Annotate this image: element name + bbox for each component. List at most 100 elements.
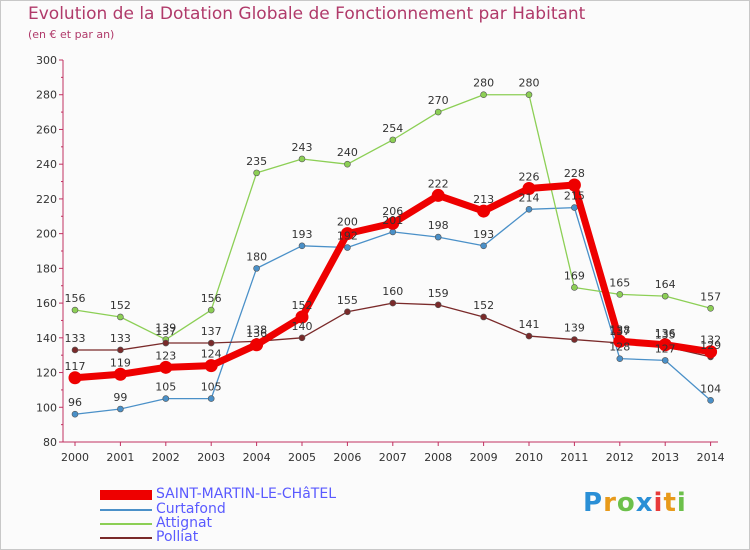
data-point <box>522 181 536 195</box>
data-point <box>340 227 354 241</box>
x-tick-label: 2002 <box>152 451 180 464</box>
data-label: 127 <box>655 342 676 355</box>
data-label: 155 <box>337 294 358 307</box>
data-point <box>344 160 351 168</box>
data-point <box>207 395 215 402</box>
x-tick-label: 2008 <box>424 451 452 464</box>
data-label: 152 <box>110 299 131 312</box>
data-label: 180 <box>246 250 267 263</box>
data-label: 270 <box>428 94 449 107</box>
y-tick-label: 280 <box>36 89 57 102</box>
data-point <box>567 178 581 192</box>
data-label: 152 <box>473 299 494 312</box>
data-point <box>480 313 487 321</box>
logo-letter: t <box>663 488 677 518</box>
data-point <box>613 334 627 348</box>
data-point <box>71 346 79 354</box>
x-tick-label: 2006 <box>333 451 361 464</box>
y-tick-label: 200 <box>36 228 57 241</box>
data-label: 213 <box>473 193 494 206</box>
data-label: 136 <box>655 327 676 340</box>
data-label: 137 <box>201 325 222 338</box>
y-tick-label: 100 <box>36 401 57 414</box>
data-label: 128 <box>609 341 630 354</box>
data-point <box>386 216 400 230</box>
data-label: 206 <box>382 205 403 218</box>
logo-letter: P <box>583 488 604 518</box>
data-label: 222 <box>428 177 449 190</box>
data-point <box>389 299 397 307</box>
data-label: 243 <box>292 141 313 154</box>
y-tick-label: 80 <box>43 436 57 449</box>
y-tick-label: 140 <box>36 332 57 345</box>
legend-swatch-polliat <box>100 537 152 539</box>
data-point <box>162 339 170 347</box>
data-label: 138 <box>246 323 267 336</box>
data-point <box>344 244 351 251</box>
data-point <box>389 228 397 236</box>
data-label: 141 <box>519 318 540 331</box>
y-tick-label: 220 <box>36 193 57 206</box>
data-point <box>207 339 215 347</box>
data-point <box>434 301 442 309</box>
data-label: 193 <box>473 228 494 241</box>
data-label: 159 <box>428 287 449 300</box>
x-tick-label: 2014 <box>697 451 725 464</box>
x-tick-label: 2010 <box>515 451 543 464</box>
data-label: 226 <box>519 170 540 183</box>
chart-title: Evolution de la Dotation Globale de Fonc… <box>28 4 586 24</box>
data-point <box>117 313 124 321</box>
data-label: 164 <box>655 278 676 291</box>
data-label: 254 <box>382 122 403 135</box>
data-label: 156 <box>65 292 86 305</box>
data-point <box>525 91 533 99</box>
data-point <box>571 284 578 291</box>
data-point <box>253 265 260 272</box>
x-tick-label: 2009 <box>470 451 498 464</box>
data-point <box>389 136 397 144</box>
logo-letter: r <box>603 488 617 518</box>
data-point <box>117 346 124 354</box>
data-label: 192 <box>337 230 358 243</box>
data-label: 119 <box>110 356 131 369</box>
data-label: 157 <box>700 290 721 303</box>
data-label: 201 <box>382 214 403 227</box>
data-label: 198 <box>428 219 449 232</box>
logo-letter: x <box>635 488 654 518</box>
data-label: 137 <box>609 325 630 338</box>
data-point <box>707 397 714 404</box>
data-label: 136 <box>246 327 267 340</box>
data-label: 105 <box>155 381 176 394</box>
data-point <box>344 308 351 316</box>
legend-label-curtafond: Curtafond <box>156 501 226 517</box>
data-label: 240 <box>337 146 358 159</box>
y-tick-label: 300 <box>36 54 57 67</box>
x-tick-label: 2005 <box>288 451 316 464</box>
data-point <box>159 360 173 374</box>
data-point <box>658 338 672 352</box>
data-label: 280 <box>473 77 494 90</box>
data-label: 124 <box>201 348 222 361</box>
data-point <box>204 359 218 373</box>
data-point <box>162 395 170 402</box>
x-tick-label: 2007 <box>379 451 407 464</box>
data-point <box>298 155 306 163</box>
data-point <box>434 233 442 241</box>
data-point <box>434 108 442 116</box>
data-point <box>298 242 306 250</box>
data-label: 133 <box>65 332 86 345</box>
x-tick-label: 2000 <box>61 451 89 464</box>
data-point <box>431 188 445 202</box>
data-label: 104 <box>700 382 721 395</box>
data-point <box>616 291 624 298</box>
proxiti-logo: Proxiti <box>583 488 687 518</box>
data-point <box>525 332 533 340</box>
chart-subtitle: (en € et par an) <box>28 28 115 41</box>
data-point <box>113 367 127 381</box>
logo-letter: o <box>616 488 636 518</box>
data-point <box>477 204 491 218</box>
data-label: 160 <box>382 285 403 298</box>
data-label: 96 <box>68 396 82 409</box>
x-tick-label: 2001 <box>106 451 134 464</box>
